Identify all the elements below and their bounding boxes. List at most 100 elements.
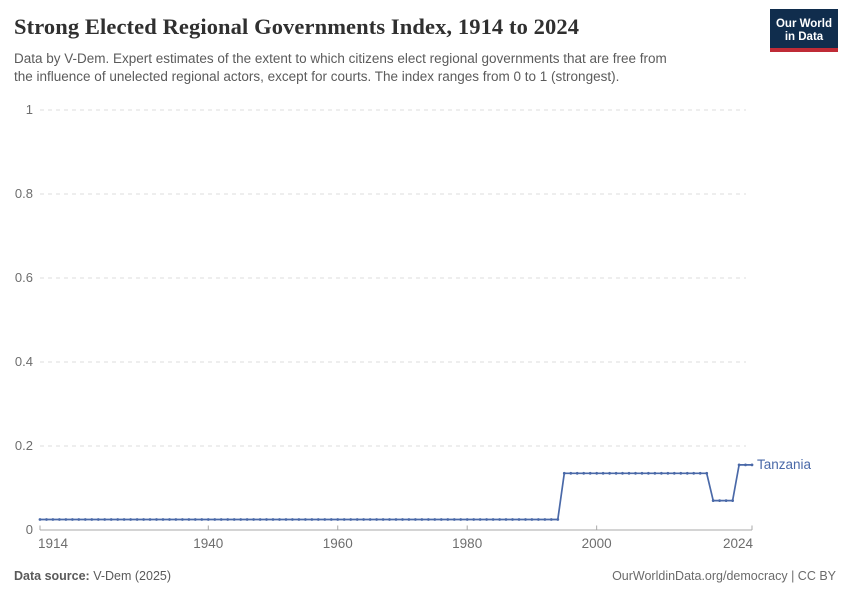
data-point bbox=[427, 518, 430, 521]
x-axis-tick-label: 1940 bbox=[193, 536, 224, 551]
data-point bbox=[601, 471, 605, 475]
data-point bbox=[200, 518, 204, 521]
x-axis-tick-label: 1980 bbox=[452, 536, 483, 551]
data-point bbox=[155, 518, 158, 521]
data-point bbox=[595, 471, 599, 475]
data-point bbox=[750, 463, 754, 467]
data-point bbox=[329, 518, 333, 521]
data-source-label: Data source: bbox=[14, 569, 90, 583]
data-point bbox=[135, 518, 139, 521]
data-point bbox=[446, 518, 450, 521]
data-point bbox=[731, 499, 734, 502]
data-point bbox=[109, 518, 113, 521]
data-point bbox=[666, 471, 670, 475]
data-point bbox=[265, 518, 268, 521]
data-point bbox=[627, 471, 631, 475]
data-point bbox=[142, 518, 146, 521]
data-point bbox=[556, 518, 560, 521]
data-point bbox=[122, 518, 126, 521]
data-point bbox=[491, 518, 495, 521]
data-point bbox=[219, 518, 223, 521]
data-point bbox=[304, 518, 307, 521]
data-point bbox=[368, 518, 372, 521]
data-point bbox=[705, 471, 709, 475]
y-axis-tick-label: 1 bbox=[25, 102, 33, 117]
data-point bbox=[252, 518, 256, 521]
y-axis-tick-label: 0.6 bbox=[14, 270, 33, 285]
data-point bbox=[718, 499, 721, 502]
data-source-value: V-Dem (2025) bbox=[93, 569, 172, 583]
data-point bbox=[206, 518, 210, 521]
data-point bbox=[621, 471, 624, 475]
chart-plot-area[interactable] bbox=[40, 110, 752, 530]
data-point bbox=[737, 463, 741, 467]
data-point bbox=[381, 518, 385, 521]
data-point bbox=[498, 518, 501, 521]
y-axis-tick-label: 0.4 bbox=[14, 354, 33, 369]
data-point bbox=[291, 518, 294, 521]
data-point bbox=[148, 518, 152, 521]
data-point bbox=[271, 518, 275, 521]
data-point bbox=[569, 471, 573, 475]
data-point bbox=[517, 518, 521, 521]
data-point bbox=[614, 471, 618, 475]
data-point bbox=[562, 471, 566, 475]
owid-logo-line1: Our World bbox=[775, 17, 832, 30]
data-point bbox=[181, 518, 184, 521]
data-point bbox=[452, 518, 456, 521]
y-axis-tick-label: 0.8 bbox=[14, 186, 33, 201]
data-point bbox=[420, 518, 424, 521]
data-point bbox=[582, 471, 586, 475]
data-point bbox=[213, 518, 217, 521]
data-point bbox=[161, 518, 165, 521]
data-point bbox=[129, 518, 133, 521]
data-point bbox=[193, 518, 197, 521]
data-point bbox=[465, 518, 469, 521]
data-point bbox=[77, 518, 81, 521]
data-point bbox=[485, 518, 488, 521]
owid-logo-line2: in Data bbox=[784, 30, 824, 43]
data-point bbox=[537, 518, 540, 521]
data-point bbox=[239, 518, 243, 521]
data-point bbox=[478, 518, 482, 521]
chart-subtitle-line2: the influence of unelected regional acto… bbox=[14, 68, 620, 84]
data-point bbox=[530, 518, 534, 521]
owid-credit-link[interactable]: OurWorldinData.org/democracy | CC BY bbox=[612, 569, 836, 583]
data-point bbox=[549, 518, 553, 521]
data-point bbox=[433, 518, 437, 521]
data-point bbox=[297, 518, 301, 521]
data-point bbox=[336, 518, 340, 521]
data-point bbox=[323, 518, 327, 521]
data-point bbox=[245, 518, 249, 521]
data-point bbox=[692, 471, 696, 475]
data-point bbox=[634, 471, 637, 475]
y-axis-tick-label: 0 bbox=[25, 522, 33, 537]
data-point bbox=[232, 518, 236, 521]
data-point bbox=[472, 518, 476, 521]
data-point bbox=[64, 518, 68, 521]
data-point bbox=[375, 518, 378, 521]
chart-title: Strong Elected Regional Governments Inde… bbox=[14, 14, 580, 39]
data-point bbox=[647, 471, 650, 475]
data-point bbox=[744, 463, 747, 467]
data-point bbox=[543, 518, 547, 521]
data-point bbox=[439, 518, 443, 521]
data-point bbox=[711, 499, 715, 502]
data-point bbox=[310, 518, 314, 521]
x-axis-tick-label: 1914 bbox=[38, 536, 69, 551]
data-point bbox=[38, 518, 42, 521]
data-point bbox=[588, 471, 592, 475]
data-point bbox=[349, 518, 353, 521]
data-point bbox=[660, 471, 663, 475]
owid-logo-accent-bar bbox=[770, 47, 838, 52]
data-point bbox=[355, 518, 359, 521]
chart-footer: Data source: V-Dem (2025) OurWorldinData… bbox=[14, 569, 836, 584]
data-point bbox=[168, 518, 171, 521]
data-point bbox=[459, 518, 463, 521]
data-point bbox=[316, 518, 320, 521]
data-point bbox=[672, 471, 676, 475]
data-point bbox=[394, 518, 398, 521]
owid-logo[interactable]: Our World in Data bbox=[770, 9, 838, 52]
x-axis-tick-label: 2000 bbox=[581, 536, 612, 551]
